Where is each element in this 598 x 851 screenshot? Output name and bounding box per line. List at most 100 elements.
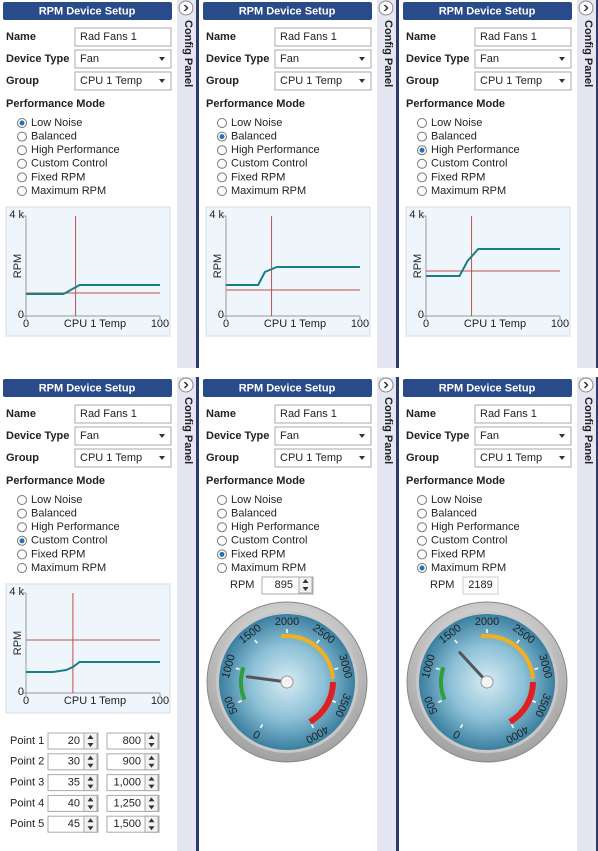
radio-button[interactable] xyxy=(17,131,27,142)
radio-button[interactable] xyxy=(217,508,227,519)
radio-button[interactable] xyxy=(217,186,227,196)
radio-button[interactable] xyxy=(417,172,427,183)
text-input[interactable] xyxy=(274,27,372,47)
radio-button[interactable] xyxy=(417,118,427,128)
radio-button[interactable] xyxy=(217,495,227,505)
spin-up[interactable] xyxy=(87,818,94,823)
radio-button[interactable] xyxy=(217,172,227,183)
text-input[interactable] xyxy=(74,27,172,47)
radio-label[interactable]: High Performance xyxy=(31,521,120,533)
radio-label[interactable]: Maximum RPM xyxy=(231,185,306,197)
radio-button[interactable] xyxy=(417,508,427,519)
radio-label[interactable]: High Performance xyxy=(231,144,320,156)
radio-button[interactable] xyxy=(17,172,27,183)
select-box[interactable] xyxy=(274,71,372,91)
radio-label[interactable]: High Performance xyxy=(31,144,120,156)
spin-up[interactable] xyxy=(87,797,94,802)
spin-up[interactable] xyxy=(148,797,155,802)
spin-buttons[interactable] xyxy=(144,774,159,792)
spin-buttons[interactable] xyxy=(144,794,159,812)
text-input[interactable] xyxy=(474,27,572,47)
radio-label[interactable]: Fixed RPM xyxy=(431,548,485,560)
radio-label[interactable]: Fixed RPM xyxy=(431,171,485,183)
select-box[interactable] xyxy=(74,426,172,446)
expand-button[interactable] xyxy=(578,0,594,16)
radio-button[interactable] xyxy=(217,158,227,169)
spin-down[interactable] xyxy=(87,743,94,747)
radio-button[interactable] xyxy=(17,145,27,156)
select-box[interactable] xyxy=(474,448,572,468)
radio-label[interactable]: High Performance xyxy=(431,144,520,156)
radio-label[interactable]: Custom Control xyxy=(231,535,307,547)
radio-button[interactable] xyxy=(417,186,427,196)
radio-button[interactable] xyxy=(17,158,27,169)
radio-label[interactable]: Balanced xyxy=(431,131,477,143)
radio-label[interactable]: Low Noise xyxy=(31,117,82,129)
radio-button[interactable] xyxy=(217,535,227,546)
spin-down[interactable] xyxy=(148,784,155,789)
spin-down[interactable] xyxy=(148,743,155,747)
spin-buttons[interactable] xyxy=(144,815,159,833)
expand-button[interactable] xyxy=(178,0,194,16)
select-box[interactable] xyxy=(474,49,572,69)
spin-up[interactable] xyxy=(148,776,155,781)
radio-label[interactable]: Low Noise xyxy=(231,117,282,129)
spin-down[interactable] xyxy=(148,805,155,810)
text-input[interactable] xyxy=(74,404,172,424)
radio-label[interactable]: Balanced xyxy=(31,508,77,520)
radio-button[interactable] xyxy=(17,186,27,196)
radio-label[interactable]: Balanced xyxy=(231,508,277,520)
radio-button[interactable] xyxy=(217,522,227,533)
radio-label[interactable]: Low Noise xyxy=(431,494,482,506)
radio-button[interactable] xyxy=(217,118,227,128)
radio-label[interactable]: Maximum RPM xyxy=(31,185,106,197)
select-box[interactable] xyxy=(74,49,172,69)
spin-down[interactable] xyxy=(87,826,94,831)
spin-up[interactable] xyxy=(302,579,309,583)
spin-down[interactable] xyxy=(148,826,155,831)
spin-up[interactable] xyxy=(148,818,155,823)
spin-down[interactable] xyxy=(87,784,94,789)
radio-label[interactable]: Maximum RPM xyxy=(231,562,306,574)
radio-button[interactable] xyxy=(417,158,427,169)
radio-button[interactable] xyxy=(417,549,427,560)
radio-button[interactable] xyxy=(17,522,27,533)
text-input[interactable] xyxy=(474,404,572,424)
radio-label[interactable]: Fixed RPM xyxy=(231,171,285,183)
radio-label[interactable]: Custom Control xyxy=(231,158,307,170)
radio-label[interactable]: High Performance xyxy=(431,521,520,533)
select-box[interactable] xyxy=(474,426,572,446)
radio-button[interactable] xyxy=(17,508,27,519)
radio-label[interactable]: Maximum RPM xyxy=(431,562,506,574)
radio-button[interactable] xyxy=(417,522,427,533)
select-box[interactable] xyxy=(74,448,172,468)
radio-label[interactable]: Balanced xyxy=(431,508,477,520)
spin-up[interactable] xyxy=(148,755,155,760)
radio-button[interactable] xyxy=(417,535,427,546)
radio-label[interactable]: Custom Control xyxy=(431,158,507,170)
radio-button[interactable] xyxy=(17,549,27,560)
select-box[interactable] xyxy=(274,448,372,468)
spin-buttons[interactable] xyxy=(144,732,159,750)
select-box[interactable] xyxy=(474,71,572,91)
radio-button[interactable] xyxy=(417,131,427,142)
spin-down[interactable] xyxy=(87,805,94,810)
expand-button[interactable] xyxy=(178,377,194,393)
radio-button[interactable] xyxy=(217,145,227,156)
select-box[interactable] xyxy=(274,49,372,69)
radio-button[interactable] xyxy=(17,563,27,573)
radio-label[interactable]: Maximum RPM xyxy=(31,562,106,574)
radio-label[interactable]: Custom Control xyxy=(31,158,107,170)
radio-label[interactable]: Custom Control xyxy=(31,535,107,547)
spin-up[interactable] xyxy=(148,735,155,739)
radio-label[interactable]: Fixed RPM xyxy=(31,171,85,183)
spin-buttons[interactable] xyxy=(83,794,98,812)
spin-down[interactable] xyxy=(302,587,309,591)
spin-up[interactable] xyxy=(87,735,94,739)
radio-label[interactable]: Low Noise xyxy=(31,494,82,506)
radio-label[interactable]: Low Noise xyxy=(231,494,282,506)
expand-button[interactable] xyxy=(578,377,594,393)
radio-button[interactable] xyxy=(417,495,427,505)
radio-label[interactable]: Fixed RPM xyxy=(231,548,285,560)
spin-buttons[interactable] xyxy=(83,774,98,792)
